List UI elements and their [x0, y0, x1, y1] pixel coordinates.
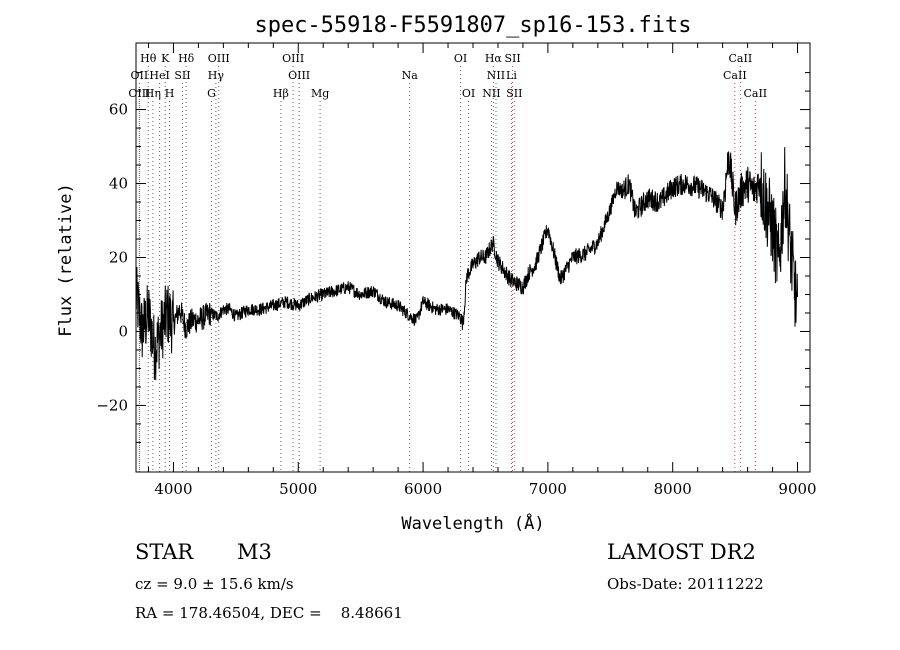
- x-tick-label: 8000: [654, 480, 692, 498]
- x-axis: 4000 5000 6000 7000 8000 9000: [147, 43, 817, 498]
- line-marker-label: G: [207, 87, 216, 100]
- line-marker-label: OI: [454, 52, 467, 65]
- x-tick-label: 6000: [404, 480, 442, 498]
- line-marker-label: H: [165, 87, 175, 100]
- line-marker-label: OI: [462, 87, 475, 100]
- y-tick-label: −20: [96, 396, 128, 414]
- x-tick-label: 7000: [529, 480, 567, 498]
- line-marker-label: OIII: [128, 87, 150, 100]
- line-marker-label: SII: [506, 87, 522, 100]
- line-marker-label: K: [161, 52, 170, 65]
- line-marker-label: CaII: [723, 69, 747, 82]
- line-marker-label: CaII: [729, 52, 753, 65]
- line-marker-label: SII: [174, 69, 190, 82]
- spectrum-line: [135, 147, 798, 381]
- line-marker-label: Na: [402, 69, 419, 82]
- line-marker-label: Mg: [311, 87, 329, 100]
- survey-name: LAMOST DR2: [607, 540, 756, 564]
- y-tick-label: 0: [118, 322, 128, 340]
- line-marker-label: Hδ: [178, 52, 195, 65]
- x-tick-label: 4000: [154, 480, 192, 498]
- line-marker-label: OIII: [208, 52, 230, 65]
- object-class: STAR: [135, 540, 194, 564]
- chart-title: spec-55918-F5591807_sp16-153.fits: [254, 13, 691, 38]
- line-marker-label: OII: [131, 69, 149, 82]
- y-axis: −20 0 20 40 60: [96, 72, 810, 443]
- redshift-cz: cz = 9.0 ± 15.6 km/s: [135, 575, 294, 593]
- line-marker-label: Hα: [485, 52, 503, 65]
- coordinates: RA = 178.46504, DEC = 8.48661: [135, 604, 403, 622]
- line-marker-label: Hβ: [273, 87, 289, 100]
- spectrum-series: [135, 147, 798, 381]
- line-marker-label: SII: [504, 52, 520, 65]
- y-axis-label: Flux (relative): [56, 183, 76, 337]
- line-marker-label: Hθ: [140, 52, 157, 65]
- x-tick-label: 5000: [279, 480, 317, 498]
- line-marker-label: OIII: [282, 52, 304, 65]
- line-marker-label: Hη: [145, 87, 161, 100]
- y-tick-label: 60: [109, 101, 128, 119]
- line-marker-label: CaII: [743, 87, 767, 100]
- line-marker-label: Hγ: [208, 69, 225, 82]
- line-marker-label: NII: [482, 87, 500, 100]
- observation-date: Obs-Date: 20111222: [607, 575, 764, 593]
- plot-frame: [135, 42, 811, 473]
- line-marker-label: HeI: [149, 69, 169, 82]
- x-axis-label: Wavelength (Å): [401, 512, 544, 534]
- y-tick-label: 40: [109, 175, 128, 193]
- x-tick-label: 9000: [778, 480, 816, 498]
- line-marker-label: Li: [506, 69, 517, 82]
- line-marker-label: NII: [487, 69, 505, 82]
- object-subclass: M3: [237, 540, 272, 564]
- line-marker-label: OIII: [288, 69, 310, 82]
- y-tick-label: 20: [109, 249, 128, 267]
